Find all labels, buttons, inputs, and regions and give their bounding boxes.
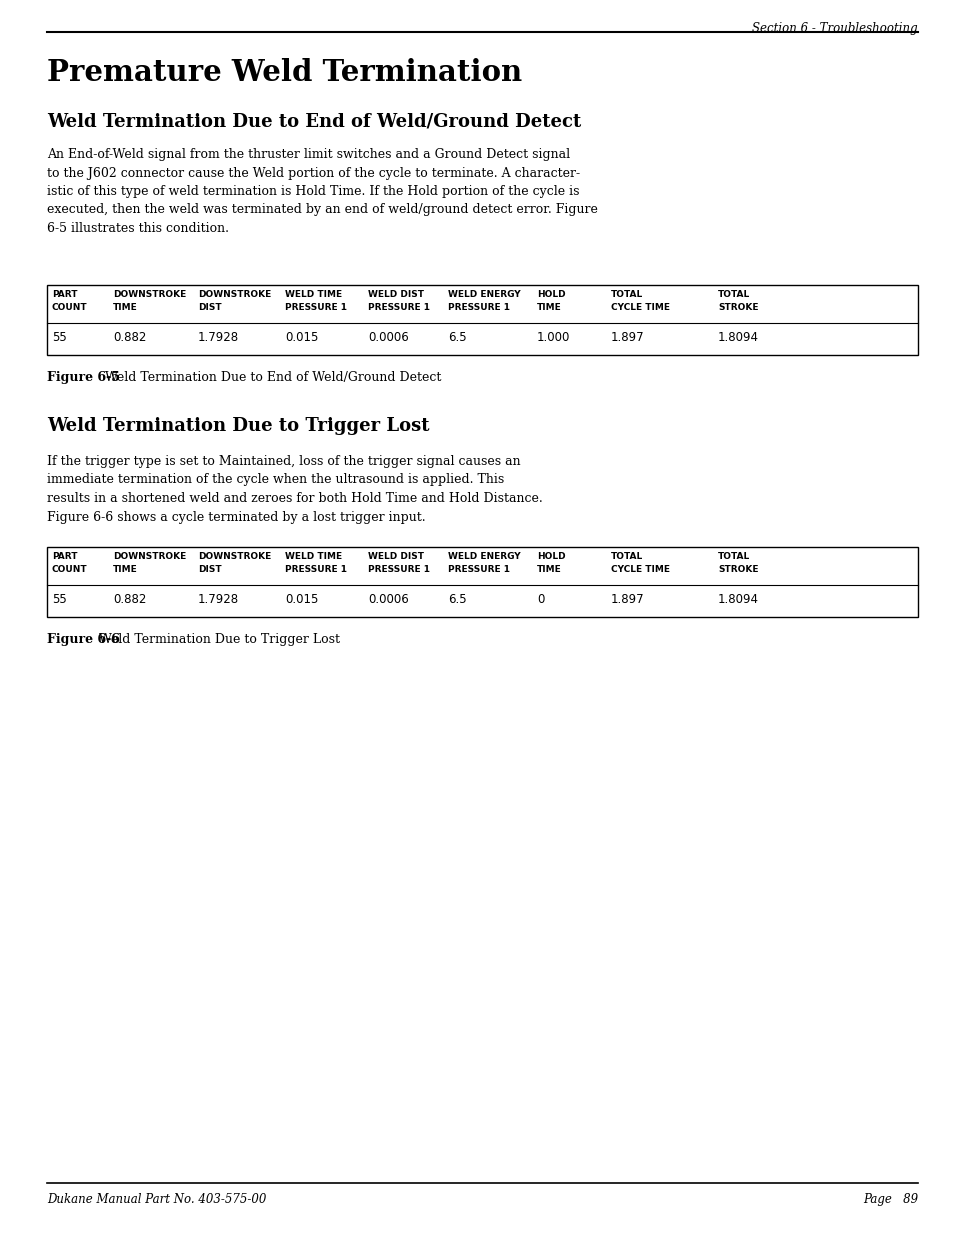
Text: WELD ENERGY: WELD ENERGY bbox=[448, 552, 520, 561]
Text: TOTAL: TOTAL bbox=[610, 552, 642, 561]
Text: Premature Weld Termination: Premature Weld Termination bbox=[47, 58, 521, 86]
Text: HOLD: HOLD bbox=[537, 552, 565, 561]
Text: Weld Termination Due to End of Weld/Ground Detect: Weld Termination Due to End of Weld/Grou… bbox=[105, 370, 441, 384]
Text: DOWNSTROKE: DOWNSTROKE bbox=[198, 290, 271, 299]
Text: WELD ENERGY: WELD ENERGY bbox=[448, 290, 520, 299]
Text: DIST: DIST bbox=[198, 303, 221, 312]
Text: 1.897: 1.897 bbox=[610, 593, 644, 606]
Text: COUNT: COUNT bbox=[52, 564, 88, 574]
Text: 1.8094: 1.8094 bbox=[718, 331, 759, 345]
Text: Page   89: Page 89 bbox=[862, 1193, 917, 1207]
Text: 0.0006: 0.0006 bbox=[368, 331, 408, 345]
Text: TOTAL: TOTAL bbox=[718, 290, 749, 299]
Text: DOWNSTROKE: DOWNSTROKE bbox=[198, 552, 271, 561]
Bar bbox=[47, 285, 917, 354]
Text: PRESSURE 1: PRESSURE 1 bbox=[368, 303, 430, 312]
Text: WELD TIME: WELD TIME bbox=[285, 552, 342, 561]
Text: 1.7928: 1.7928 bbox=[198, 593, 239, 606]
Text: DIST: DIST bbox=[198, 564, 221, 574]
Text: 55: 55 bbox=[52, 331, 67, 345]
Text: Section 6 - Troubleshooting: Section 6 - Troubleshooting bbox=[752, 22, 917, 35]
Text: Weld Termination Due to Trigger Lost: Weld Termination Due to Trigger Lost bbox=[47, 417, 429, 435]
Text: Weld Termination Due to Trigger Lost: Weld Termination Due to Trigger Lost bbox=[99, 634, 339, 646]
Text: CYCLE TIME: CYCLE TIME bbox=[610, 564, 669, 574]
Text: 1.000: 1.000 bbox=[537, 331, 570, 345]
Text: STROKE: STROKE bbox=[718, 303, 758, 312]
Text: TIME: TIME bbox=[112, 303, 137, 312]
Text: TOTAL: TOTAL bbox=[610, 290, 642, 299]
Text: 1.897: 1.897 bbox=[610, 331, 644, 345]
Text: WELD DIST: WELD DIST bbox=[368, 552, 423, 561]
Text: PART: PART bbox=[52, 290, 77, 299]
Text: PRESSURE 1: PRESSURE 1 bbox=[285, 564, 347, 574]
Text: PRESSURE 1: PRESSURE 1 bbox=[448, 303, 510, 312]
Bar bbox=[47, 547, 917, 618]
Text: STROKE: STROKE bbox=[718, 564, 758, 574]
Text: An End-of-Weld signal from the thruster limit switches and a Ground Detect signa: An End-of-Weld signal from the thruster … bbox=[47, 148, 598, 235]
Text: PART: PART bbox=[52, 552, 77, 561]
Text: TOTAL: TOTAL bbox=[718, 552, 749, 561]
Text: 0.882: 0.882 bbox=[112, 593, 146, 606]
Text: 6.5: 6.5 bbox=[448, 331, 466, 345]
Text: PRESSURE 1: PRESSURE 1 bbox=[285, 303, 347, 312]
Text: TIME: TIME bbox=[537, 303, 561, 312]
Text: Dukane Manual Part No. 403-575-00: Dukane Manual Part No. 403-575-00 bbox=[47, 1193, 266, 1207]
Text: DOWNSTROKE: DOWNSTROKE bbox=[112, 290, 186, 299]
Text: PRESSURE 1: PRESSURE 1 bbox=[368, 564, 430, 574]
Text: Figure 6-5: Figure 6-5 bbox=[47, 370, 120, 384]
Text: WELD DIST: WELD DIST bbox=[368, 290, 423, 299]
Text: 1.7928: 1.7928 bbox=[198, 331, 239, 345]
Text: 0.0006: 0.0006 bbox=[368, 593, 408, 606]
Text: Weld Termination Due to End of Weld/Ground Detect: Weld Termination Due to End of Weld/Grou… bbox=[47, 112, 580, 130]
Text: 1.8094: 1.8094 bbox=[718, 593, 759, 606]
Text: HOLD: HOLD bbox=[537, 290, 565, 299]
Text: TIME: TIME bbox=[112, 564, 137, 574]
Text: DOWNSTROKE: DOWNSTROKE bbox=[112, 552, 186, 561]
Text: 0.882: 0.882 bbox=[112, 331, 146, 345]
Text: COUNT: COUNT bbox=[52, 303, 88, 312]
Text: 0: 0 bbox=[537, 593, 544, 606]
Text: 6.5: 6.5 bbox=[448, 593, 466, 606]
Text: Figure 6-6: Figure 6-6 bbox=[47, 634, 120, 646]
Text: 0.015: 0.015 bbox=[285, 593, 318, 606]
Text: If the trigger type is set to Maintained, loss of the trigger signal causes an
i: If the trigger type is set to Maintained… bbox=[47, 454, 542, 524]
Text: 0.015: 0.015 bbox=[285, 331, 318, 345]
Text: CYCLE TIME: CYCLE TIME bbox=[610, 303, 669, 312]
Text: WELD TIME: WELD TIME bbox=[285, 290, 342, 299]
Text: 55: 55 bbox=[52, 593, 67, 606]
Text: TIME: TIME bbox=[537, 564, 561, 574]
Text: PRESSURE 1: PRESSURE 1 bbox=[448, 564, 510, 574]
